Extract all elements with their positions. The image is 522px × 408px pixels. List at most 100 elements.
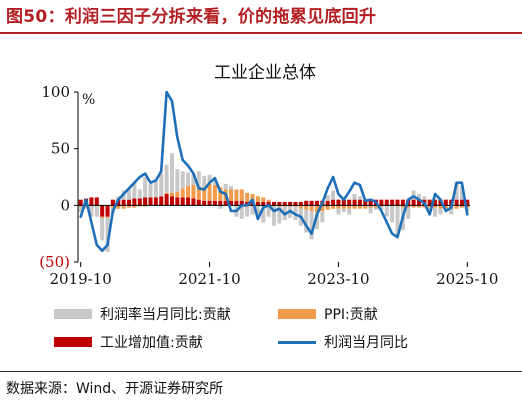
bar-profit-margin	[325, 195, 330, 201]
bar-industrial-va	[304, 200, 309, 206]
bar-industrial-va	[271, 201, 277, 206]
bar-profit-margin	[314, 212, 319, 230]
bar-industrial-va	[363, 199, 368, 206]
bar-profit-margin	[384, 205, 389, 217]
bar-ppi	[191, 184, 196, 199]
bar-profit-margin	[94, 205, 99, 217]
bar-industrial-va	[110, 199, 115, 206]
bar-ppi	[229, 189, 234, 201]
bar-profit-margin	[304, 209, 309, 233]
bar-industrial-va	[454, 199, 459, 206]
bar-industrial-va	[239, 200, 244, 206]
bar-industrial-va	[196, 199, 201, 206]
bar-industrial-va	[331, 199, 336, 206]
bar-industrial-va	[459, 199, 464, 206]
bar-profit-margin	[180, 171, 185, 189]
bar-industrial-va	[341, 199, 346, 206]
y-unit-label: %	[82, 92, 95, 108]
bar-industrial-va	[416, 199, 421, 206]
bar-industrial-va	[100, 205, 105, 217]
bar-industrial-va	[153, 197, 158, 206]
bar-ppi	[250, 194, 255, 202]
bar-ppi	[304, 205, 309, 210]
bar-profit-margin	[89, 205, 94, 217]
bar-industrial-va	[159, 196, 164, 206]
bar-industrial-va	[298, 201, 303, 206]
bar-ppi	[379, 205, 384, 207]
bar-profit-margin	[105, 217, 110, 252]
bar-profit-margin	[159, 173, 164, 197]
legend-item-industrial-va: 工业增加值:贡献	[54, 332, 203, 352]
bar-ppi	[336, 205, 341, 209]
bar-profit-margin	[433, 207, 438, 217]
bar-industrial-va	[309, 200, 314, 206]
bar-ppi	[416, 205, 421, 208]
bar-ppi	[433, 205, 438, 208]
chart-title: 工业企业总体	[214, 63, 316, 83]
bar-profit-margin	[459, 186, 464, 200]
legend-label-profit-margin: 利润率当月同比:贡献	[100, 307, 231, 323]
bar-ppi	[298, 205, 303, 209]
bar-industrial-va	[282, 201, 287, 206]
bar-profit-margin	[374, 207, 379, 210]
bar-ppi	[309, 205, 314, 211]
bar-profit-margin	[212, 179, 217, 185]
bar-ppi	[180, 188, 185, 198]
bar-ppi	[411, 205, 416, 208]
bar-industrial-va	[212, 200, 217, 206]
bar-profit-margin	[261, 205, 266, 223]
bar-profit-margin	[202, 175, 207, 188]
bar-profit-margin	[191, 173, 196, 185]
bar-profit-margin	[164, 164, 169, 193]
header-divider	[0, 32, 522, 34]
bar-ppi	[132, 205, 137, 208]
bar-industrial-va	[180, 197, 185, 206]
legend: 利润率当月同比:贡献 PPI:贡献 工业增加值:贡献 利润当月同比	[54, 298, 514, 362]
legend-swatch-profit-yoy	[278, 340, 316, 344]
bar-industrial-va	[137, 198, 142, 206]
bar-ppi	[137, 205, 142, 207]
bar-ppi	[169, 192, 174, 197]
bar-ppi	[395, 205, 400, 207]
bar-profit-margin	[148, 183, 153, 198]
bar-ppi	[314, 205, 319, 213]
line-profit-yoy	[79, 90, 469, 252]
bar-ppi	[459, 205, 464, 208]
bar-profit-margin	[132, 181, 137, 199]
bar-industrial-va	[207, 200, 212, 206]
y-tick-label: 50	[51, 140, 70, 158]
bar-industrial-va	[164, 194, 169, 206]
bar-ppi	[465, 205, 470, 208]
bar-ppi	[218, 187, 223, 201]
bar-industrial-va	[175, 197, 180, 206]
bar-industrial-va	[390, 199, 395, 206]
bar-ppi	[282, 205, 287, 207]
bar-profit-margin	[207, 174, 212, 184]
bar-industrial-va	[293, 201, 298, 206]
bar-profit-margin	[250, 205, 255, 215]
bar-industrial-va	[89, 197, 94, 206]
bar-industrial-va	[143, 197, 148, 206]
bar-profit-margin	[357, 196, 362, 200]
line-layer	[79, 90, 469, 252]
bar-industrial-va	[105, 205, 110, 217]
bar-profit-margin	[218, 205, 223, 209]
bar-ppi	[116, 205, 121, 209]
bar-ppi	[175, 191, 180, 198]
legend-item-profit-margin: 利润率当月同比:贡献	[54, 304, 231, 324]
y-tick-label: 0	[60, 196, 70, 214]
bar-industrial-va	[325, 200, 330, 206]
bar-industrial-va	[400, 199, 405, 206]
y-tick-label: 100	[41, 83, 70, 101]
bar-profit-margin	[331, 190, 336, 200]
bar-ppi	[266, 199, 271, 202]
bar-ppi	[400, 205, 405, 208]
bar-ppi	[100, 216, 105, 218]
bar-ppi	[255, 196, 260, 202]
bar-profit-margin	[320, 211, 325, 223]
x-tick-label: 2023-10	[307, 270, 369, 288]
bar-ppi	[127, 205, 132, 208]
bar-ppi	[277, 205, 282, 207]
x-tick-label: 2019-10	[50, 270, 112, 288]
x-tick-label: 2021-10	[178, 270, 240, 288]
